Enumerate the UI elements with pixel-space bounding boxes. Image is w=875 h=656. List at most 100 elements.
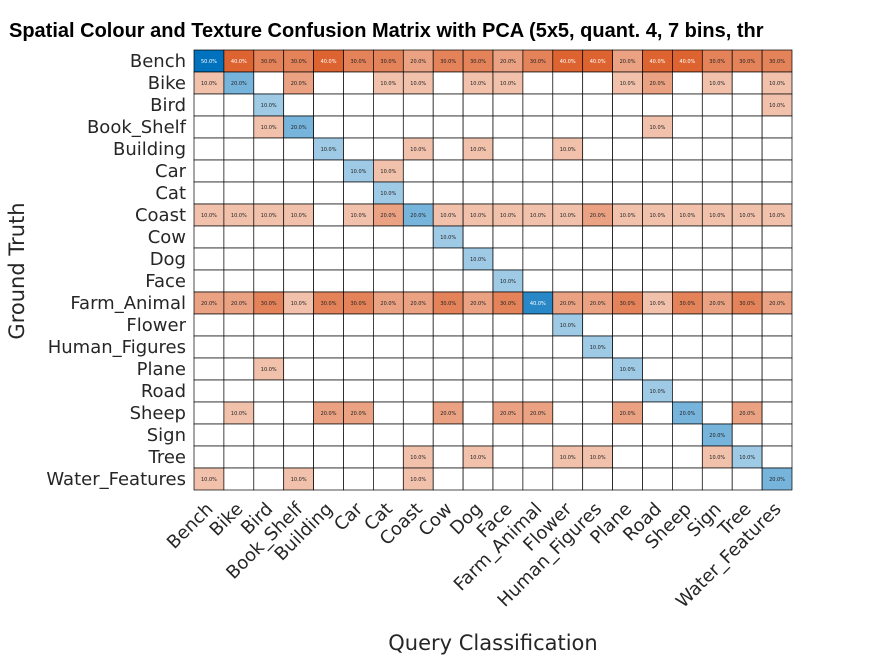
- matrix-cell: [283, 137, 314, 161]
- matrix-cell: [253, 225, 285, 249]
- matrix-cell: [253, 269, 285, 293]
- cell-value-label: 10.0%: [769, 81, 785, 87]
- matrix-cell: [343, 269, 374, 293]
- cell-value-label: 10.0%: [620, 213, 636, 219]
- matrix-cell: [343, 357, 374, 381]
- cell-value-label: 10.0%: [291, 477, 307, 483]
- cell-value-label: 10.0%: [231, 213, 247, 219]
- cell-value-label: 20.0%: [470, 301, 486, 307]
- cell-value-label: 10.0%: [201, 81, 217, 87]
- matrix-cell: [283, 445, 314, 469]
- matrix-cell: [223, 357, 255, 381]
- matrix-cell: [731, 159, 763, 183]
- y-tick-label: Bike: [148, 73, 186, 94]
- y-tick-label: Bird: [150, 95, 186, 116]
- matrix-cell: [552, 71, 584, 95]
- matrix-cell: [552, 269, 584, 293]
- y-tick-label: Human_Figures: [48, 337, 186, 358]
- cell-value-label: 10.0%: [620, 367, 636, 373]
- matrix-cell: [672, 159, 703, 183]
- cell-value-label: 10.0%: [470, 147, 486, 153]
- cell-value-label: 10.0%: [769, 103, 785, 109]
- matrix-cell: [672, 313, 703, 337]
- matrix-cell: [701, 401, 733, 425]
- matrix-cell: [313, 203, 344, 227]
- matrix-cell: [373, 445, 404, 469]
- matrix-cell: [223, 269, 255, 293]
- matrix-cell: [313, 247, 344, 271]
- matrix-cell: [492, 445, 524, 469]
- matrix-cell: [731, 93, 763, 117]
- cell-value-label: 20.0%: [530, 411, 546, 417]
- matrix-cell: [432, 335, 464, 359]
- y-tick-label: Car: [155, 161, 187, 182]
- matrix-cell: [462, 225, 494, 249]
- matrix-cell: [283, 335, 314, 359]
- matrix-cell: [223, 445, 255, 469]
- matrix-cell: [432, 181, 464, 205]
- matrix-cell: [343, 247, 374, 271]
- matrix-cell: [552, 225, 584, 249]
- matrix-cell: [701, 357, 733, 381]
- cell-value-label: 10.0%: [291, 213, 307, 219]
- matrix-cell: [612, 467, 643, 491]
- matrix-cell: [462, 379, 494, 403]
- matrix-cell: [701, 313, 733, 337]
- matrix-cell: [582, 357, 613, 381]
- cell-value-label: 30.0%: [380, 59, 396, 65]
- matrix-cell: [313, 115, 344, 139]
- matrix-cell: [402, 269, 434, 293]
- cell-value-label: 30.0%: [470, 59, 486, 65]
- matrix-cell: [193, 225, 225, 249]
- cell-value-label: 10.0%: [201, 213, 217, 219]
- matrix-cell: [432, 379, 464, 403]
- matrix-cell: [223, 335, 255, 359]
- cell-value-label: 10.0%: [261, 103, 277, 109]
- matrix-cell: [432, 269, 464, 293]
- matrix-cell: [612, 313, 643, 337]
- cell-value-label: 20.0%: [351, 411, 367, 417]
- y-tick-label: Tree: [147, 447, 186, 468]
- matrix-cell: [343, 423, 374, 447]
- matrix-cell: [373, 379, 404, 403]
- matrix-cell: [283, 401, 314, 425]
- matrix-cell: [432, 137, 464, 161]
- matrix-cell: [642, 159, 673, 183]
- cell-value-label: 20.0%: [560, 301, 576, 307]
- matrix-cell: [462, 467, 494, 491]
- cell-value-label: 10.0%: [321, 147, 337, 153]
- matrix-cell: [761, 313, 793, 337]
- matrix-cell: [731, 137, 763, 161]
- cell-value-label: 10.0%: [470, 455, 486, 461]
- cell-value-label: 20.0%: [679, 411, 695, 417]
- matrix-cell: [283, 357, 314, 381]
- matrix-cell: [582, 225, 613, 249]
- matrix-cell: [612, 269, 643, 293]
- cell-value-label: 20.0%: [440, 411, 456, 417]
- matrix-cell: [253, 401, 285, 425]
- cell-value-label: 20.0%: [769, 477, 785, 483]
- matrix-cell: [522, 313, 554, 337]
- matrix-cell: [731, 247, 763, 271]
- cell-value-label: 30.0%: [500, 301, 516, 307]
- matrix-cell: [761, 159, 793, 183]
- matrix-cell: [373, 225, 404, 249]
- cell-value-label: 10.0%: [650, 125, 666, 131]
- cell-value-label: 10.0%: [261, 213, 277, 219]
- matrix-cell: [462, 313, 494, 337]
- cell-value-label: 30.0%: [679, 301, 695, 307]
- matrix-cell: [253, 159, 285, 183]
- matrix-cell: [672, 93, 703, 117]
- matrix-cell: [552, 247, 584, 271]
- matrix-cell: [492, 159, 524, 183]
- cell-value-label: 20.0%: [650, 81, 666, 87]
- matrix-cell: [552, 401, 584, 425]
- cell-value-label: 10.0%: [590, 345, 606, 351]
- matrix-cell: [522, 467, 554, 491]
- matrix-cell: [761, 357, 793, 381]
- matrix-cell: [432, 357, 464, 381]
- matrix-cell: [612, 159, 643, 183]
- matrix-cell: [761, 379, 793, 403]
- matrix-cell: [283, 247, 314, 271]
